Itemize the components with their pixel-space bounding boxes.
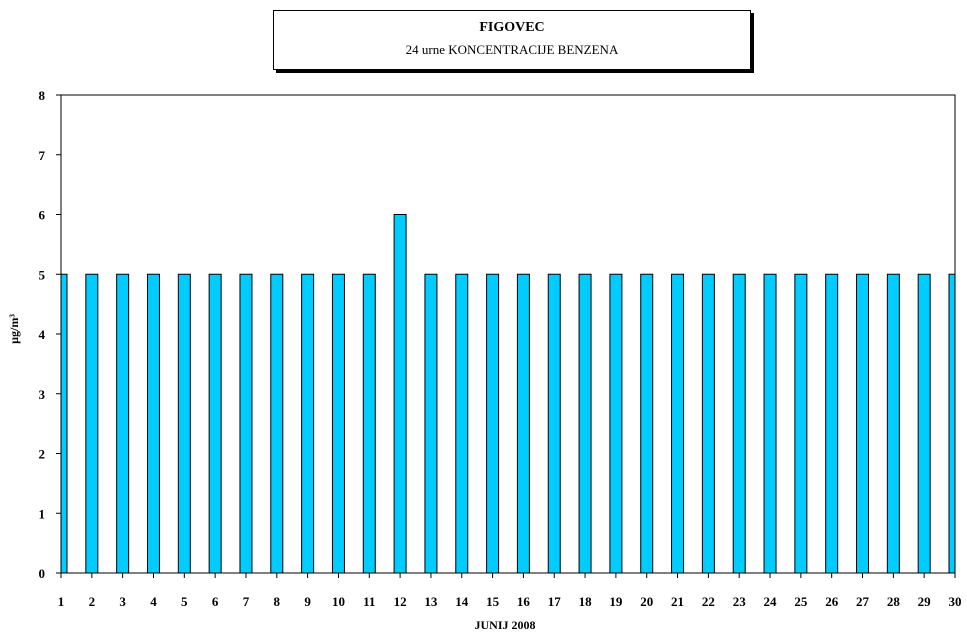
- y-tick-label: 0: [39, 566, 46, 581]
- bar-day-8: [270, 273, 284, 574]
- bar-day-7: [239, 273, 253, 574]
- plot-frame: [60, 94, 956, 574]
- x-tick-label: 2: [89, 594, 96, 609]
- x-tick-label: 7: [243, 594, 250, 609]
- x-tick-label: 6: [212, 594, 219, 609]
- x-tick-label: 12: [394, 594, 407, 609]
- bar-day-2: [85, 273, 99, 574]
- x-tick-label: 13: [424, 594, 438, 609]
- y-tick-label: 5: [39, 267, 46, 282]
- bar-day-16: [516, 273, 530, 574]
- bar-day-25: [794, 273, 808, 574]
- y-axis-title: µg/m³: [7, 314, 21, 344]
- x-axis-title: JUNIJ 2008: [474, 618, 535, 632]
- x-tick-label: 27: [856, 594, 870, 609]
- x-tick-label: 11: [363, 594, 375, 609]
- bar-day-19: [609, 273, 623, 574]
- bar-day-1: [60, 273, 68, 574]
- bar-day-17: [547, 273, 561, 574]
- bar-day-24: [763, 273, 777, 574]
- bar-day-12: [393, 214, 407, 574]
- bar-day-14: [455, 273, 469, 574]
- bar-day-18: [578, 273, 592, 574]
- x-tick-label: 22: [702, 594, 715, 609]
- x-tick-label: 20: [640, 594, 653, 609]
- x-tick-label: 21: [671, 594, 684, 609]
- x-tick-label: 29: [918, 594, 932, 609]
- bar-day-28: [886, 273, 900, 574]
- bar-day-21: [671, 273, 685, 574]
- x-tick-label: 9: [304, 594, 311, 609]
- bar-day-6: [208, 273, 222, 574]
- x-tick-label: 8: [274, 594, 281, 609]
- bar-day-29: [917, 273, 931, 574]
- y-tick-label: 7: [39, 148, 46, 163]
- bar-day-13: [424, 273, 438, 574]
- x-tick-label: 14: [455, 594, 469, 609]
- y-tick-label: 4: [39, 327, 46, 342]
- chart-subtitle: 24 urne KONCENTRACIJE BENZENA: [405, 42, 619, 57]
- chart-title: FIGOVEC: [479, 20, 545, 35]
- x-tick-label: 26: [825, 594, 839, 609]
- x-tick-label: 16: [517, 594, 531, 609]
- x-tick-label: 4: [150, 594, 157, 609]
- x-tick-label: 3: [119, 594, 126, 609]
- x-tick-label: 10: [332, 594, 345, 609]
- bar-day-26: [825, 273, 839, 574]
- x-tick-label: 5: [181, 594, 188, 609]
- x-tick-label: 28: [887, 594, 901, 609]
- bar-day-10: [331, 273, 345, 574]
- y-tick-label: 6: [39, 208, 46, 223]
- x-tick-label: 17: [548, 594, 562, 609]
- bar-day-4: [146, 273, 160, 574]
- x-tick-label: 19: [609, 594, 623, 609]
- y-tick-label: 3: [39, 387, 46, 402]
- x-tick-label: 23: [733, 594, 747, 609]
- bar-day-20: [640, 273, 654, 574]
- x-tick-label: 24: [764, 594, 778, 609]
- y-tick-label: 2: [39, 447, 46, 462]
- x-tick-label: 25: [794, 594, 808, 609]
- y-tick-label: 8: [39, 88, 46, 103]
- bar-day-30: [948, 273, 956, 574]
- x-tick-label: 30: [949, 594, 962, 609]
- bar-day-9: [301, 273, 315, 574]
- y-tick-label: 1: [39, 506, 46, 521]
- bar-day-27: [856, 273, 870, 574]
- x-tick-label: 18: [579, 594, 593, 609]
- bar-day-23: [732, 273, 746, 574]
- bar-day-5: [177, 273, 191, 574]
- bar-day-22: [701, 273, 715, 574]
- x-tick-label: 15: [486, 594, 500, 609]
- bar-day-15: [486, 273, 500, 574]
- chart-title-box: FIGOVEC 24 urne KONCENTRACIJE BENZENA: [273, 10, 751, 70]
- bar-day-11: [362, 273, 376, 574]
- bar-day-3: [116, 273, 130, 574]
- x-tick-label: 1: [58, 594, 65, 609]
